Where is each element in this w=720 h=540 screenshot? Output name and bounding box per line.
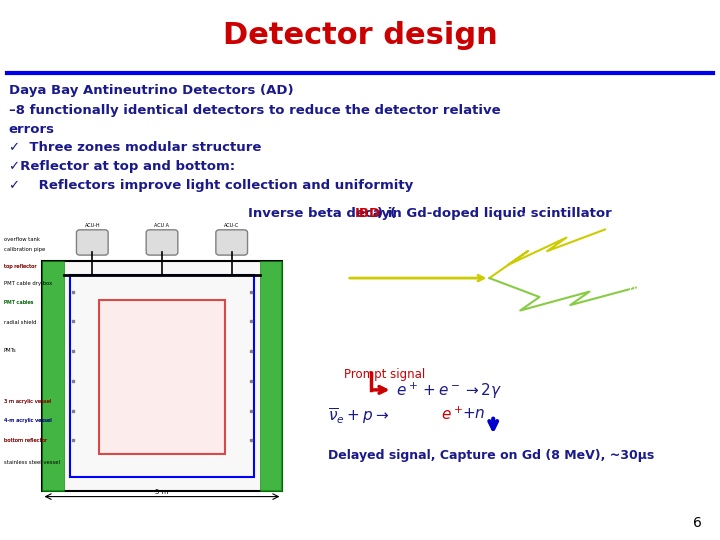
Text: –8 functionally identical detectors to reduce the detector relative: –8 functionally identical detectors to r… (9, 104, 500, 117)
Text: errors: errors (9, 123, 55, 136)
Text: $n$: $n$ (628, 284, 636, 294)
Text: ✓Reflector at top and bottom:: ✓Reflector at top and bottom: (9, 160, 235, 173)
Text: $\overline{\nu}_e + p \rightarrow$: $\overline{\nu}_e + p \rightarrow$ (328, 406, 389, 426)
Text: Delayed signal, Capture on Gd (8 MeV), ~30μs: Delayed signal, Capture on Gd (8 MeV), ~… (328, 449, 654, 462)
Text: 4-m acrylic vessel: 4-m acrylic vessel (4, 418, 51, 423)
Text: $\overline{\nu}_e$: $\overline{\nu}_e$ (359, 292, 372, 308)
Text: ) in Gd-doped liquid scintillator: ) in Gd-doped liquid scintillator (377, 207, 612, 220)
FancyBboxPatch shape (146, 230, 178, 255)
Text: PMTs: PMTs (4, 348, 17, 353)
Bar (42, 261, 64, 491)
Text: Daya Bay Antineutrino Detectors (AD): Daya Bay Antineutrino Detectors (AD) (9, 84, 293, 97)
Text: stainless steel vessel: stainless steel vessel (4, 461, 60, 465)
Text: ✓  Three zones modular structure: ✓ Three zones modular structure (9, 141, 261, 154)
Text: ACU-H: ACU-H (84, 224, 100, 228)
Text: 6: 6 (693, 516, 702, 530)
Text: Inverse beta decay(: Inverse beta decay( (248, 207, 397, 220)
FancyBboxPatch shape (76, 230, 108, 255)
Text: 0: 0 (660, 313, 666, 323)
FancyBboxPatch shape (216, 230, 248, 255)
Text: ACU-C: ACU-C (224, 224, 239, 228)
Text: PMT cables: PMT cables (4, 300, 33, 305)
Bar (70, 275, 254, 477)
Bar (260, 261, 282, 491)
Text: PMT cable dry box: PMT cable dry box (4, 281, 52, 286)
Text: 3 m acrylic vessel: 3 m acrylic vessel (4, 399, 51, 403)
Text: top reflector: top reflector (4, 264, 36, 269)
Text: 3 m acrylic vessel: 3 m acrylic vessel (4, 399, 51, 403)
Text: ACU A: ACU A (155, 224, 169, 228)
Text: $e^+$: $e^+$ (513, 212, 529, 227)
Text: ✓    Reflectors improve light collection and uniformity: ✓ Reflectors improve light collection an… (9, 179, 413, 192)
Bar (99, 300, 225, 455)
Text: bottom reflector: bottom reflector (4, 438, 47, 443)
Text: 5 m: 5 m (156, 489, 168, 495)
Text: $e^+ + e^- \rightarrow 2\gamma$: $e^+ + e^- \rightarrow 2\gamma$ (396, 381, 502, 401)
Text: $+ n$: $+ n$ (462, 406, 486, 421)
Text: Prompt signal: Prompt signal (344, 368, 426, 381)
Text: 4-m acrylic vessel: 4-m acrylic vessel (4, 418, 51, 423)
Text: ~30$\mu$s: ~30$\mu$s (526, 332, 560, 346)
Text: IBD: IBD (355, 207, 381, 220)
Text: overflow tank: overflow tank (4, 237, 40, 242)
Text: $e^+$: $e^+$ (441, 406, 463, 423)
Text: calibration pipe: calibration pipe (4, 247, 45, 252)
Text: bottom reflector: bottom reflector (4, 438, 47, 443)
Text: PMT cables: PMT cables (4, 300, 33, 305)
Text: MeV: MeV (674, 324, 696, 334)
Text: $\overline{\nu}_e p \rightarrow e^+ n$: $\overline{\nu}_e p \rightarrow e^+ n$ (500, 224, 579, 245)
Text: radial shield: radial shield (4, 320, 36, 325)
FancyBboxPatch shape (42, 261, 282, 491)
Text: top reflector: top reflector (4, 264, 36, 269)
Text: Detector design: Detector design (222, 21, 498, 50)
